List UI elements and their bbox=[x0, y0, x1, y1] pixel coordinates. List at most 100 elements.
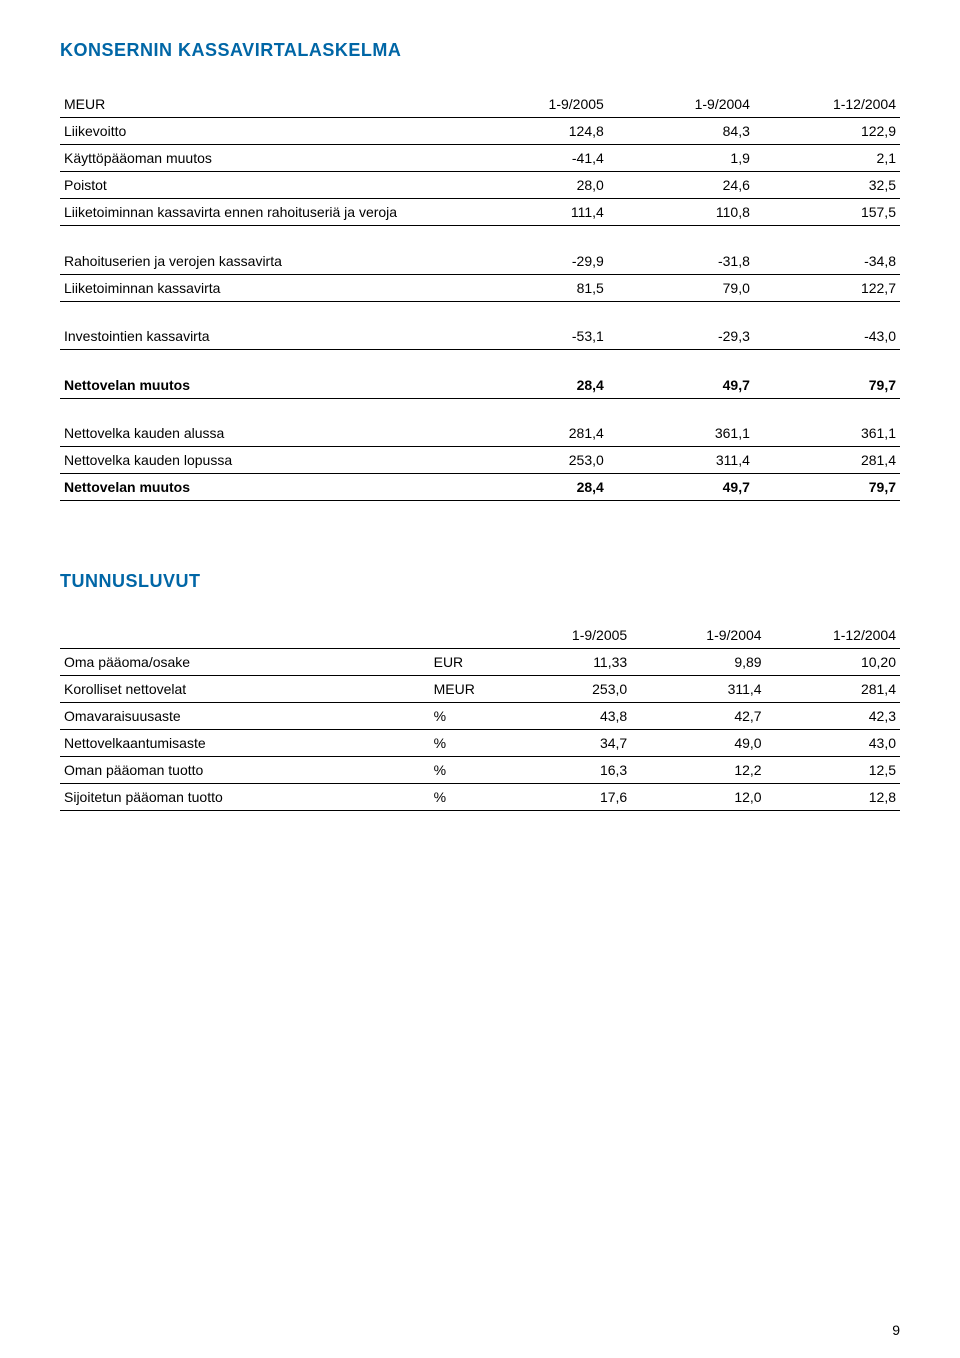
row-value: 253,0 bbox=[497, 676, 631, 703]
row-value: 49,7 bbox=[608, 474, 754, 501]
row-label: Oman pääoman tuotto bbox=[60, 757, 430, 784]
header-col-3: 1-12/2004 bbox=[754, 91, 900, 118]
table-row: Omavaraisuusaste % 43,8 42,7 42,3 bbox=[60, 703, 900, 730]
table-row: Liikevoitto 124,8 84,3 122,9 bbox=[60, 118, 900, 145]
row-label: Nettovelan muutos bbox=[60, 474, 462, 501]
row-value: 311,4 bbox=[608, 447, 754, 474]
row-value: 28,0 bbox=[462, 172, 608, 199]
row-value: 43,8 bbox=[497, 703, 631, 730]
row-unit: % bbox=[430, 784, 497, 811]
table-row: Nettovelka kauden alussa 281,4 361,1 361… bbox=[60, 420, 900, 447]
row-value: 2,1 bbox=[754, 145, 900, 172]
row-value: -41,4 bbox=[462, 145, 608, 172]
row-label: Liiketoiminnan kassavirta bbox=[60, 274, 462, 301]
table-row: Investointien kassavirta -53,1 -29,3 -43… bbox=[60, 323, 900, 350]
spacer-row bbox=[60, 350, 900, 372]
row-value: 81,5 bbox=[462, 274, 608, 301]
spacer-row bbox=[60, 226, 900, 248]
row-value: 9,89 bbox=[631, 649, 765, 676]
row-value: 17,6 bbox=[497, 784, 631, 811]
header-col-3: 1-12/2004 bbox=[766, 622, 900, 649]
row-label: Nettovelan muutos bbox=[60, 372, 462, 399]
table-row: Käyttöpääoman muutos -41,4 1,9 2,1 bbox=[60, 145, 900, 172]
row-label: Poistot bbox=[60, 172, 462, 199]
row-value: 111,4 bbox=[462, 199, 608, 226]
table-row: Korolliset nettovelat MEUR 253,0 311,4 2… bbox=[60, 676, 900, 703]
table-header-row: MEUR 1-9/2005 1-9/2004 1-12/2004 bbox=[60, 91, 900, 118]
row-value: 12,0 bbox=[631, 784, 765, 811]
row-value: -34,8 bbox=[754, 248, 900, 275]
row-value: 24,6 bbox=[608, 172, 754, 199]
row-value: 122,9 bbox=[754, 118, 900, 145]
table-row: Poistot 28,0 24,6 32,5 bbox=[60, 172, 900, 199]
spacer-row bbox=[60, 398, 900, 420]
section-title-keyfigures: TUNNUSLUVUT bbox=[60, 571, 900, 592]
row-label: Investointien kassavirta bbox=[60, 323, 462, 350]
row-value: -29,9 bbox=[462, 248, 608, 275]
header-col-2: 1-9/2004 bbox=[608, 91, 754, 118]
row-value: 49,7 bbox=[608, 372, 754, 399]
row-unit: % bbox=[430, 703, 497, 730]
row-value: 1,9 bbox=[608, 145, 754, 172]
row-value: 79,7 bbox=[754, 474, 900, 501]
row-value: 43,0 bbox=[766, 730, 900, 757]
row-value: 79,0 bbox=[608, 274, 754, 301]
row-unit: MEUR bbox=[430, 676, 497, 703]
header-unit bbox=[430, 622, 497, 649]
row-value: 311,4 bbox=[631, 676, 765, 703]
row-value: 281,4 bbox=[462, 420, 608, 447]
row-value: 157,5 bbox=[754, 199, 900, 226]
row-value: 10,20 bbox=[766, 649, 900, 676]
row-label: Käyttöpääoman muutos bbox=[60, 145, 462, 172]
row-value: 124,8 bbox=[462, 118, 608, 145]
section-title-cashflow: KONSERNIN KASSAVIRTALASKELMA bbox=[60, 40, 900, 61]
table-row: Sijoitetun pääoman tuotto % 17,6 12,0 12… bbox=[60, 784, 900, 811]
header-col-1: 1-9/2005 bbox=[497, 622, 631, 649]
row-value: -31,8 bbox=[608, 248, 754, 275]
spacer-row bbox=[60, 301, 900, 323]
header-col-1: 1-9/2005 bbox=[462, 91, 608, 118]
row-unit: EUR bbox=[430, 649, 497, 676]
keyfigures-table: 1-9/2005 1-9/2004 1-12/2004 Oma pääoma/o… bbox=[60, 622, 900, 811]
row-label: Nettovelka kauden alussa bbox=[60, 420, 462, 447]
row-label: Liikevoitto bbox=[60, 118, 462, 145]
row-value: 361,1 bbox=[608, 420, 754, 447]
row-value: 281,4 bbox=[766, 676, 900, 703]
table-header-row: 1-9/2005 1-9/2004 1-12/2004 bbox=[60, 622, 900, 649]
row-unit: % bbox=[430, 757, 497, 784]
row-value: -53,1 bbox=[462, 323, 608, 350]
header-col-2: 1-9/2004 bbox=[631, 622, 765, 649]
table-row: Liiketoiminnan kassavirta ennen rahoitus… bbox=[60, 199, 900, 226]
row-value: 12,8 bbox=[766, 784, 900, 811]
row-value: 361,1 bbox=[754, 420, 900, 447]
header-label: MEUR bbox=[60, 91, 462, 118]
row-label: Sijoitetun pääoman tuotto bbox=[60, 784, 430, 811]
table-row: Oman pääoman tuotto % 16,3 12,2 12,5 bbox=[60, 757, 900, 784]
row-value: 253,0 bbox=[462, 447, 608, 474]
row-label: Omavaraisuusaste bbox=[60, 703, 430, 730]
row-value: 110,8 bbox=[608, 199, 754, 226]
table-row-bold: Nettovelan muutos 28,4 49,7 79,7 bbox=[60, 372, 900, 399]
row-value: 28,4 bbox=[462, 372, 608, 399]
header-label bbox=[60, 622, 430, 649]
row-value: 84,3 bbox=[608, 118, 754, 145]
row-value: 122,7 bbox=[754, 274, 900, 301]
table-row: Nettovelka kauden lopussa 253,0 311,4 28… bbox=[60, 447, 900, 474]
table-row: Nettovelkaantumisaste % 34,7 49,0 43,0 bbox=[60, 730, 900, 757]
row-value: 12,2 bbox=[631, 757, 765, 784]
row-value: 12,5 bbox=[766, 757, 900, 784]
row-value: 34,7 bbox=[497, 730, 631, 757]
row-value: 11,33 bbox=[497, 649, 631, 676]
row-label: Korolliset nettovelat bbox=[60, 676, 430, 703]
row-label: Rahoituserien ja verojen kassavirta bbox=[60, 248, 462, 275]
row-label: Liiketoiminnan kassavirta ennen rahoitus… bbox=[60, 199, 462, 226]
row-value: 79,7 bbox=[754, 372, 900, 399]
row-unit: % bbox=[430, 730, 497, 757]
row-value: 42,7 bbox=[631, 703, 765, 730]
cashflow-table: MEUR 1-9/2005 1-9/2004 1-12/2004 Liikevo… bbox=[60, 91, 900, 501]
row-value: 28,4 bbox=[462, 474, 608, 501]
row-value: 42,3 bbox=[766, 703, 900, 730]
table-row: Rahoituserien ja verojen kassavirta -29,… bbox=[60, 248, 900, 275]
row-label: Nettovelkaantumisaste bbox=[60, 730, 430, 757]
row-value: 32,5 bbox=[754, 172, 900, 199]
